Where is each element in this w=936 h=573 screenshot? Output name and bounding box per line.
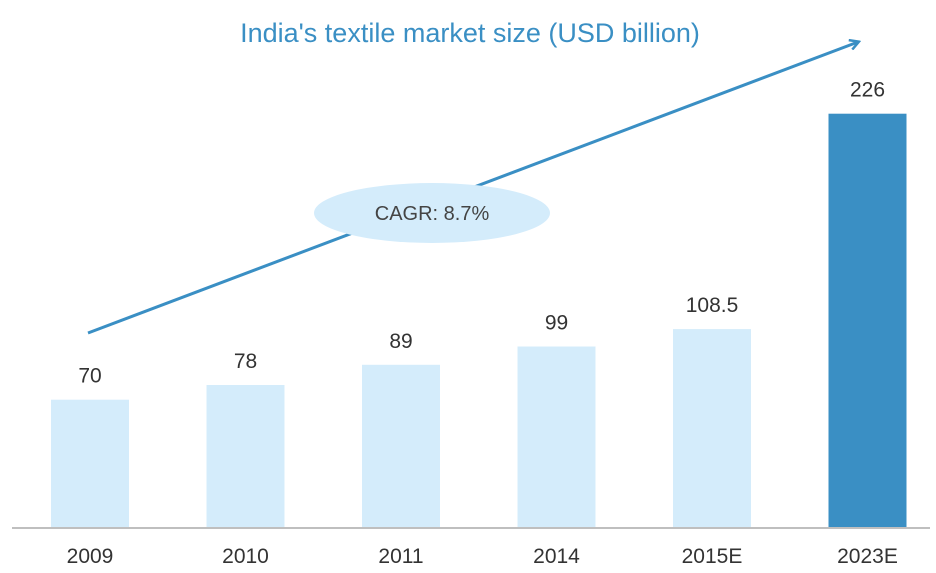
bar-2010 bbox=[206, 385, 285, 528]
data-label-2011: 89 bbox=[389, 330, 412, 353]
bar-2009 bbox=[51, 399, 129, 528]
data-label-2010: 78 bbox=[234, 350, 257, 373]
data-label-2014: 99 bbox=[545, 312, 568, 335]
bar-2015E bbox=[673, 329, 751, 528]
x-tick-label-2009: 2009 bbox=[67, 545, 114, 568]
cagr-annotation-bubble bbox=[314, 183, 550, 243]
bar-2023E bbox=[828, 113, 907, 528]
bar-2011 bbox=[362, 364, 440, 528]
data-label-2009: 70 bbox=[78, 365, 101, 388]
data-labels: 70 78 89 99 108.5 226 bbox=[78, 79, 885, 388]
x-tick-label-2015E: 2015E bbox=[682, 545, 743, 568]
x-tick-label-2014: 2014 bbox=[533, 545, 580, 568]
x-axis-tick-labels: 2009 2010 2011 2014 2015E 2023E bbox=[67, 545, 898, 568]
x-tick-label-2023E: 2023E bbox=[837, 545, 898, 568]
bar-series bbox=[51, 113, 907, 528]
cagr-annotation: CAGR: 8.7% bbox=[375, 203, 490, 225]
x-tick-label-2010: 2010 bbox=[222, 545, 269, 568]
x-tick-label-2011: 2011 bbox=[378, 545, 423, 568]
bar-2014 bbox=[517, 346, 596, 528]
chart-title: India's textile market size (USD billion… bbox=[240, 18, 700, 48]
data-label-2023E: 226 bbox=[850, 79, 885, 102]
data-label-2015E: 108.5 bbox=[686, 294, 739, 317]
